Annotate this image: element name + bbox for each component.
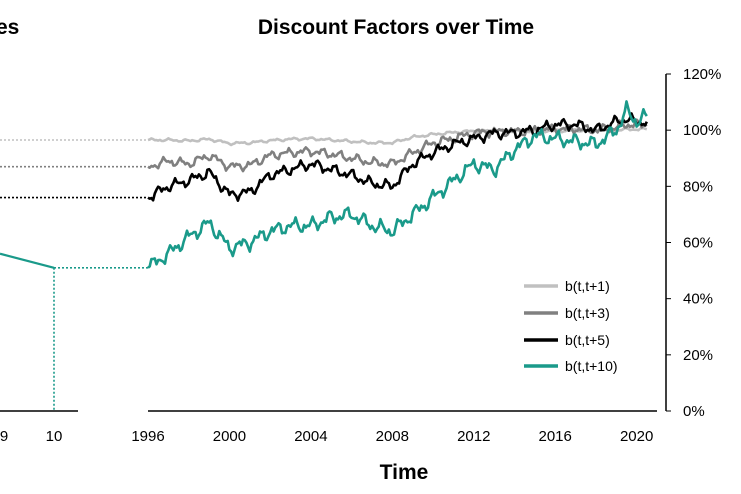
y-tick-label: 120% [683,66,721,83]
series-line [147,126,648,147]
x-tick-label: 2008 [376,428,409,445]
x-tick-label: 1996 [131,428,164,445]
y-tick-label: 100% [683,122,721,139]
main-panel: 0% 20% 40% 60% 80% 100% 120% 1996 2000 2004 2008 20… [0,66,721,445]
main-chart-title: Discount Factors over Time [258,16,534,39]
left-x-tick-label: 9 [0,428,8,445]
y-tick-label: 0% [683,403,705,420]
legend-entry: b(t,t+3) [565,305,610,321]
x-tick-label: 2000 [213,428,246,445]
x-axis-label: Time [380,461,429,484]
legend-entry: b(t,t+10) [565,358,618,374]
series-line [147,118,648,173]
left-curve-segment [0,252,55,269]
y-tick-label: 60% [683,235,713,252]
legend-entry: b(t,t+5) [565,332,610,348]
x-tick-label: 2012 [457,428,490,445]
x-tick-label: 2004 [294,428,327,445]
left-panel: 9 10 [0,252,78,445]
left-chart-title: es [0,16,19,39]
series-line [147,100,648,269]
left-x-tick-label: 10 [46,428,63,445]
x-tick-label: 2020 [620,428,653,445]
x-tick-label: 2016 [539,428,572,445]
y-tick-label: 40% [683,291,713,308]
y-tick-label: 20% [683,347,713,364]
legend-entry: b(t,t+1) [565,278,610,294]
y-tick-label: 80% [683,178,713,195]
series-line [147,112,648,202]
